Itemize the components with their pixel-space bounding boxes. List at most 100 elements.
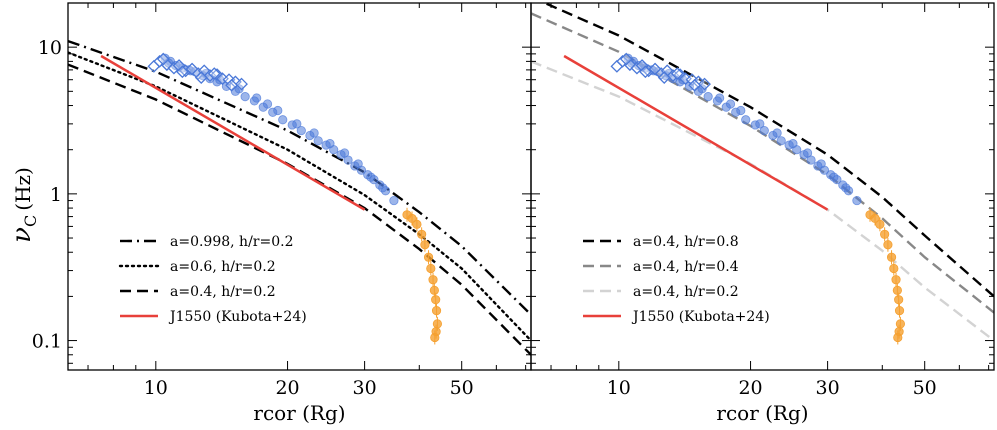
data-point-circle	[776, 136, 786, 146]
series-line	[531, 12, 994, 314]
data-point-diamond	[175, 65, 189, 79]
data-point-circle	[703, 92, 713, 102]
data-point-circle	[715, 93, 725, 103]
data-point-orange	[417, 229, 427, 239]
legend-label: a=0.998, h/r=0.2	[170, 234, 293, 250]
data-point-orange	[407, 213, 417, 224]
data-point-diamond	[630, 61, 644, 75]
data-point-orange	[412, 219, 422, 229]
data-point-orange	[426, 263, 436, 274]
series-line	[68, 51, 531, 342]
data-point-orange	[875, 219, 885, 229]
data-point-circle	[378, 183, 388, 193]
data-point-orange	[892, 285, 902, 295]
data-point-orange	[870, 213, 880, 224]
data-point-diamond	[670, 67, 684, 81]
legend-label: a=0.4, h/r=0.4	[633, 259, 739, 275]
data-point-circle	[725, 99, 736, 109]
x-tick-label: 50	[913, 377, 937, 399]
data-point-orange	[889, 263, 899, 274]
data-point-orange	[880, 229, 890, 239]
plot-area	[531, 3, 994, 345]
data-point-diamond	[698, 77, 711, 91]
x-tick-label: 30	[353, 377, 377, 399]
x-tick-label: 20	[738, 377, 762, 399]
data-point-orange	[429, 285, 439, 295]
data-point-circle	[852, 195, 862, 206]
data-point-circle	[325, 139, 335, 149]
y-tick-label: 0.1	[32, 331, 62, 353]
data-point-circle	[262, 99, 273, 109]
series-line	[541, 3, 994, 298]
plot-area	[68, 39, 531, 356]
data-point-diamond	[688, 78, 702, 92]
data-point-orange	[894, 306, 905, 316]
data-point-diamond	[222, 73, 236, 87]
left-panel: 10 20 30 50 0.1 1 10 rcor (Rg) a=0.998, h/r=0.2 a…	[32, 2, 532, 425]
data-point-circle	[366, 172, 376, 182]
data-point-circle	[772, 128, 782, 138]
data-point-diamond	[235, 77, 248, 91]
series-line	[563, 54, 829, 211]
y-tick-label: 1	[50, 184, 62, 206]
series-line	[68, 39, 531, 316]
legend-label: a=0.4, h/r=0.8	[633, 234, 739, 250]
x-axis-title: rcor (Rg)	[253, 401, 345, 425]
data-point-diamond	[191, 67, 205, 81]
data-point-diamond	[642, 64, 656, 78]
data-point-circle	[736, 105, 746, 116]
data-point-circle	[313, 136, 323, 146]
data-point-circle	[697, 84, 707, 94]
data-point-diamond	[654, 67, 668, 81]
data-point-circle	[759, 125, 769, 136]
data-point-orange	[431, 306, 442, 316]
x-tick-label: 30	[816, 377, 840, 399]
data-point-circle	[309, 128, 319, 138]
legend-label: J1550 (Kubota+24)	[168, 309, 307, 325]
x-axis-title: rcor (Rg)	[716, 401, 808, 425]
data-point-orange	[431, 295, 441, 305]
legend-label: a=0.4, h/r=0.2	[633, 284, 739, 300]
y-tick-label: 10	[38, 37, 62, 59]
y-axis-title-symbol: ν	[7, 227, 37, 243]
data-point-orange	[432, 319, 443, 329]
data-point-circle	[802, 148, 813, 158]
data-point-orange	[430, 332, 440, 343]
data-point-diamond	[210, 68, 224, 82]
legend-label: a=0.4, h/r=0.2	[170, 284, 276, 300]
data-point-circle	[788, 139, 798, 149]
data-point-diamond	[619, 52, 633, 66]
legend-label: a=0.6, h/r=0.2	[170, 259, 276, 275]
data-point-orange	[883, 240, 893, 250]
data-point-orange	[895, 319, 906, 329]
data-point-diamond	[179, 64, 193, 78]
data-point-circle	[278, 115, 288, 125]
data-point-orange	[428, 275, 438, 285]
data-point-diamond	[638, 65, 652, 79]
y-axis-title: νC (Hz)	[7, 167, 40, 243]
data-point-diamond	[194, 71, 208, 85]
data-point-diamond	[635, 59, 649, 72]
data-point-diamond	[225, 78, 239, 92]
data-point-circle	[252, 93, 262, 103]
data-point-diamond	[685, 73, 699, 87]
data-point-circle	[353, 159, 363, 169]
data-point-orange	[894, 295, 904, 305]
data-point-orange	[423, 252, 434, 262]
data-point-orange	[886, 252, 897, 262]
data-point-diamond	[167, 61, 181, 75]
data-point-circle	[389, 195, 399, 206]
data-point-circle	[339, 148, 350, 158]
data-point-circle	[273, 105, 283, 116]
right-panel: 10 20 30 50 rcor (Rg) a=0.4, h/r=0.8 a=0.4, h/…	[530, 2, 995, 425]
x-tick-label: 10	[144, 377, 168, 399]
data-point-circle	[240, 92, 250, 102]
data-point-circle	[841, 183, 851, 193]
data-point-diamond	[172, 59, 186, 72]
y-axis-title-unit: (Hz)	[11, 167, 35, 211]
data-point-circle	[829, 172, 839, 182]
data-point-circle	[292, 119, 302, 129]
y-axis-title-subscript: C	[21, 215, 40, 227]
series-line	[100, 54, 366, 211]
